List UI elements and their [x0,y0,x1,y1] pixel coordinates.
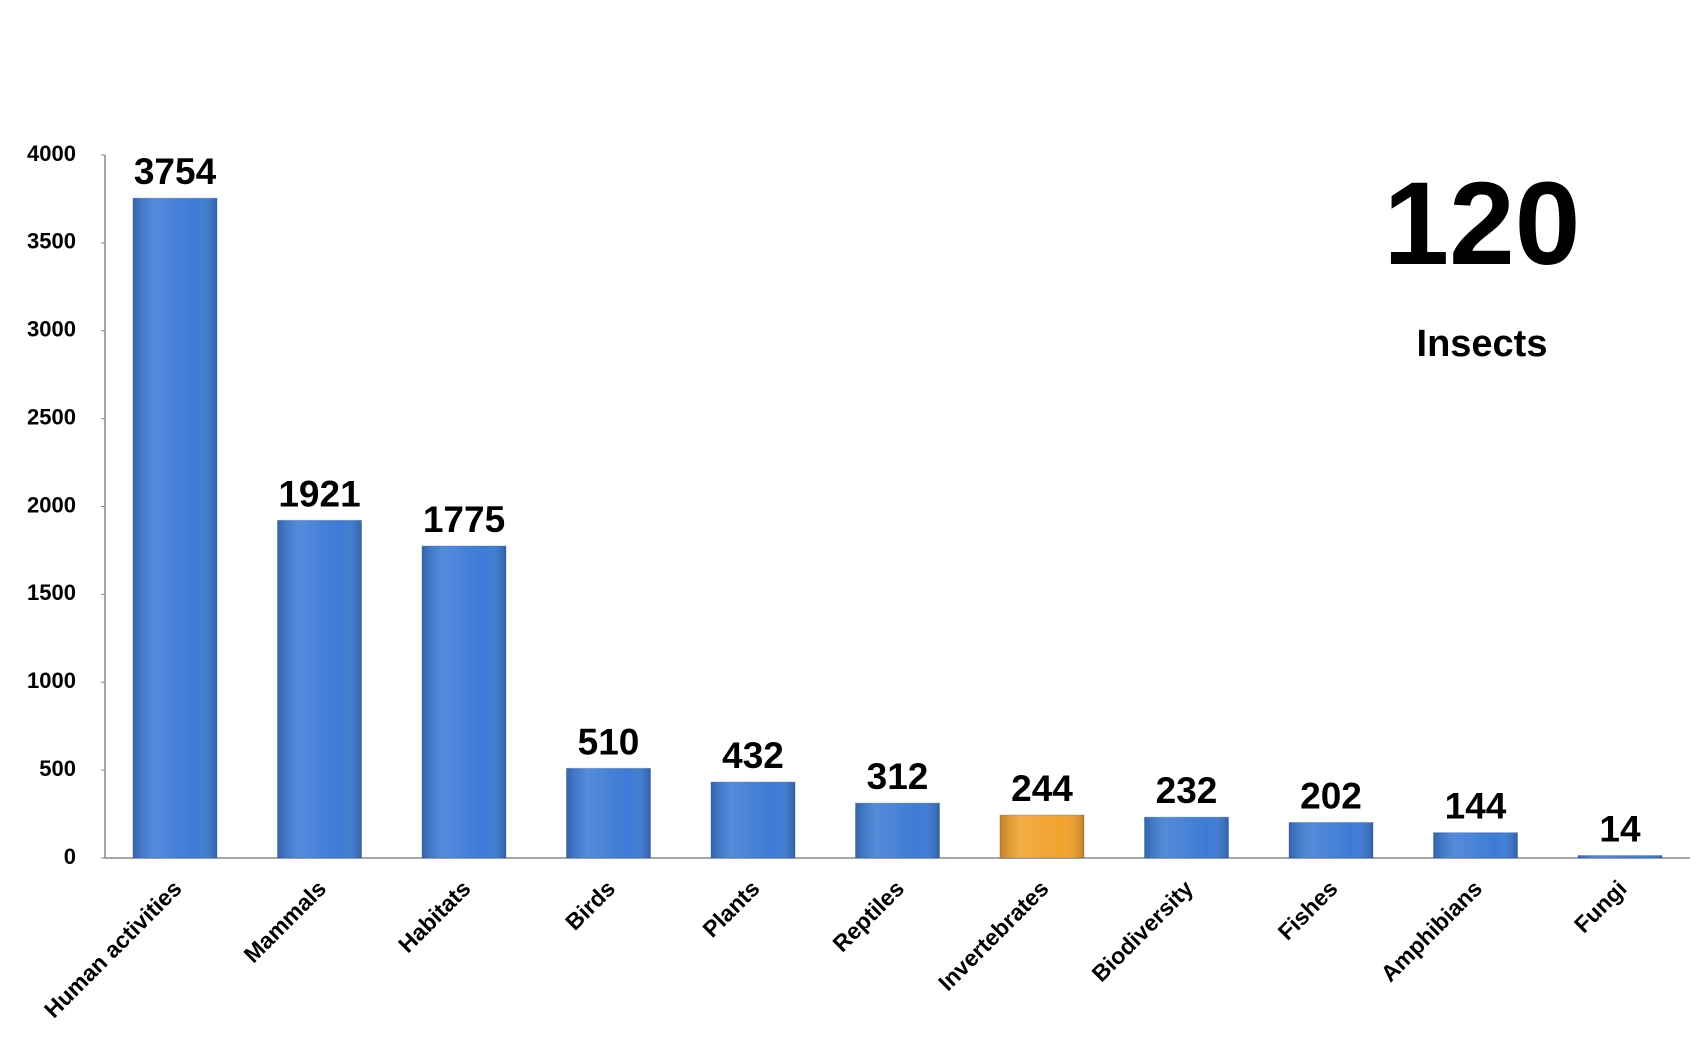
x-tick-label: Plants [697,875,764,942]
value-label: 144 [1445,786,1507,827]
x-tick-label: Fungi [1569,875,1632,938]
y-tick-label: 4000 [27,141,76,166]
value-label: 1921 [278,473,360,514]
x-tick-label: Reptiles [827,875,909,957]
x-tick-label: Human activities [39,875,187,1023]
annotation-number: 120 [1384,158,1581,290]
x-tick-label: Birds [560,875,620,935]
bar [1145,817,1229,858]
bar [422,546,506,858]
y-tick-label: 500 [39,756,76,781]
x-tick-label: Fishes [1273,875,1343,945]
value-label: 3754 [134,151,217,192]
value-label: 312 [867,756,929,797]
value-label: 1775 [423,499,505,540]
value-label: 244 [1011,768,1073,809]
bar [1000,815,1084,858]
x-tick-label: Mammals [239,875,332,968]
annotation-text: Insects [1417,323,1548,365]
value-label: 510 [578,721,640,762]
x-tick-label: Biodiversity [1087,875,1199,987]
x-tick-label: Habitats [393,875,476,958]
y-tick-label: 1000 [27,668,76,693]
y-tick-label: 3500 [27,229,76,254]
y-tick-label: 2000 [27,492,76,517]
value-label: 14 [1599,809,1641,850]
bar [1289,822,1373,858]
chart: 120 Insects 0 500 1000 1500 2000 2500 3000 3500… [0,0,1696,1055]
x-tick-label: Invertebrates [933,875,1054,996]
y-tick-label: 3000 [27,317,76,342]
value-label: 232 [1156,770,1218,811]
bar [133,198,217,858]
x-tick-label: Amphibians [1376,875,1487,986]
bar [1578,856,1662,858]
bar [567,768,651,858]
value-label: 202 [1300,775,1362,816]
bar [711,782,795,858]
y-tick-label: 0 [64,844,76,869]
y-tick-label: 1500 [27,580,76,605]
bar [856,803,940,858]
value-label: 432 [722,735,784,776]
bar [278,520,362,858]
y-tick-label: 2500 [27,404,76,429]
bar [1434,833,1518,858]
